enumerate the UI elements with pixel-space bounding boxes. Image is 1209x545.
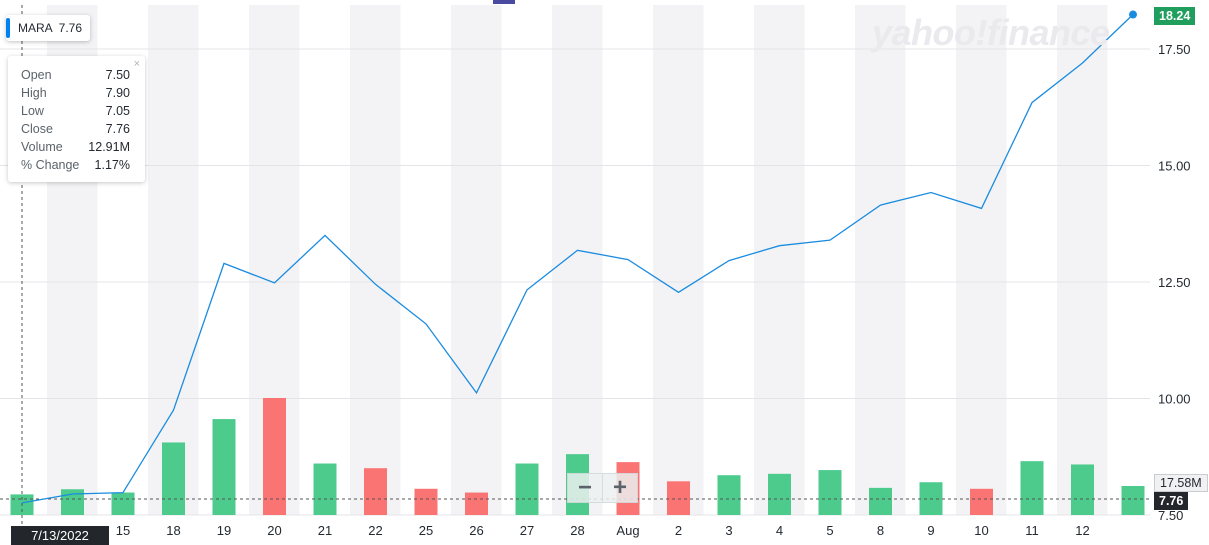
ohlc-value: 7.50 <box>105 68 130 82</box>
volume-bar <box>465 492 488 515</box>
ohlc-row-volume: Volume 12.91M <box>21 138 130 156</box>
range-marker <box>493 0 515 4</box>
zoom-out-button[interactable]: − <box>567 473 603 503</box>
volume-bar <box>869 487 892 515</box>
x-tick-label: 10 <box>974 523 988 538</box>
day-band <box>855 5 906 515</box>
y-tick-label: 15.00 <box>1158 159 1191 174</box>
ohlc-value: 7.05 <box>105 104 130 118</box>
day-band <box>148 5 199 515</box>
x-tick-label: 5 <box>826 523 833 538</box>
ohlc-label: Open <box>21 68 52 82</box>
x-tick-label: 4 <box>776 523 783 538</box>
x-tick-label: 26 <box>469 523 483 538</box>
ohlc-row-change: % Change 1.17% <box>21 156 130 174</box>
volume-bar <box>768 473 791 515</box>
x-tick-label: 25 <box>419 523 433 538</box>
ohlc-label: High <box>21 86 47 100</box>
close-icon[interactable]: × <box>133 58 140 70</box>
y-tick-label: 12.50 <box>1158 275 1191 290</box>
x-tick-label: 12 <box>1075 523 1089 538</box>
x-tick-label: 18 <box>166 523 180 538</box>
series-color-indicator <box>6 18 10 38</box>
symbol-chip[interactable]: MARA 7.76 <box>6 15 91 41</box>
day-band <box>451 5 502 515</box>
volume-bar <box>667 481 690 515</box>
ohlc-panel: × Open 7.50 High 7.90 Low 7.05 Close 7.76 Vo… <box>8 56 145 182</box>
ohlc-value: 7.90 <box>105 86 130 100</box>
ohlc-value: 1.17% <box>94 158 130 172</box>
day-bands <box>47 5 1108 515</box>
x-tick-label: 15 <box>116 523 130 538</box>
ohlc-label: Low <box>21 104 44 118</box>
day-band <box>956 5 1007 515</box>
volume-tag: 17.58M <box>1154 474 1208 492</box>
crosshair-price-tag: 7.76 <box>1154 492 1189 510</box>
volume-bar <box>263 398 286 515</box>
y-tick-label: 17.50 <box>1158 42 1191 57</box>
last-price-point <box>1129 10 1137 19</box>
crosshair-date-readout: 7/13/2022 <box>11 526 109 545</box>
x-tick-label: 27 <box>520 523 534 538</box>
yahoo-finance-watermark: yahoo!finance <box>872 12 1110 53</box>
ohlc-label: % Change <box>21 158 80 172</box>
volume-bar <box>1071 464 1094 515</box>
x-tick-label: 22 <box>368 523 382 538</box>
day-band <box>1057 5 1108 515</box>
volume-bar <box>717 475 741 515</box>
x-tick-label: 19 <box>217 523 231 538</box>
volume-bar <box>515 463 539 515</box>
ohlc-row-low: Low 7.05 <box>21 102 130 120</box>
volume-bar <box>414 488 438 515</box>
last-price-tag: 18.24 <box>1154 7 1196 25</box>
horizontal-gridlines <box>0 48 1150 516</box>
day-band <box>552 5 603 515</box>
ohlc-value: 7.76 <box>105 122 130 136</box>
x-tick-label: Aug <box>616 523 639 538</box>
zoom-controls: − + <box>567 473 638 503</box>
ohlc-label: Volume <box>21 140 63 154</box>
zoom-in-button[interactable]: + <box>603 473 638 503</box>
volume-bar <box>162 442 185 515</box>
x-tick-label: 8 <box>877 523 884 538</box>
ohlc-row-high: High 7.90 <box>21 84 130 102</box>
ohlc-row-close: Close 7.76 <box>21 120 130 138</box>
ohlc-row-open: Open 7.50 <box>21 66 130 84</box>
day-band <box>653 5 704 515</box>
x-tick-label: 20 <box>267 523 281 538</box>
volume-bar <box>970 488 993 515</box>
y-axis-labels: 7.50 10.00 12.50 15.00 17.50 <box>1158 42 1191 523</box>
x-tick-label: 9 <box>927 523 934 538</box>
x-tick-label: 11 <box>1025 523 1039 538</box>
volume-bar <box>364 468 387 515</box>
ohlc-label: Close <box>21 122 53 136</box>
x-tick-label: 3 <box>725 523 732 538</box>
y-tick-label: 10.00 <box>1158 392 1191 407</box>
day-band <box>754 5 805 515</box>
volume-bar <box>818 470 842 515</box>
x-tick-label: 28 <box>570 523 584 538</box>
x-tick-label: 2 <box>675 523 682 538</box>
x-tick-label: 21 <box>318 523 332 538</box>
volume-bar <box>111 492 135 515</box>
symbol-price: 7.76 <box>58 21 83 35</box>
x-axis-labels: 15 18 19 20 21 22 25 26 27 28 Aug 2 3 4 5 8 9 10 11 12 <box>116 523 1090 538</box>
volume-bars <box>10 398 1145 515</box>
volume-bar <box>1020 461 1044 515</box>
volume-bar <box>61 489 84 515</box>
ohlc-value: 12.91M <box>88 140 130 154</box>
price-line <box>21 14 1134 504</box>
volume-bar <box>313 463 337 515</box>
volume-bar <box>212 419 236 515</box>
volume-bar <box>1121 485 1145 515</box>
symbol-label: MARA <box>18 21 53 35</box>
y-tick-label: 7.50 <box>1158 508 1183 523</box>
day-band <box>350 5 401 515</box>
